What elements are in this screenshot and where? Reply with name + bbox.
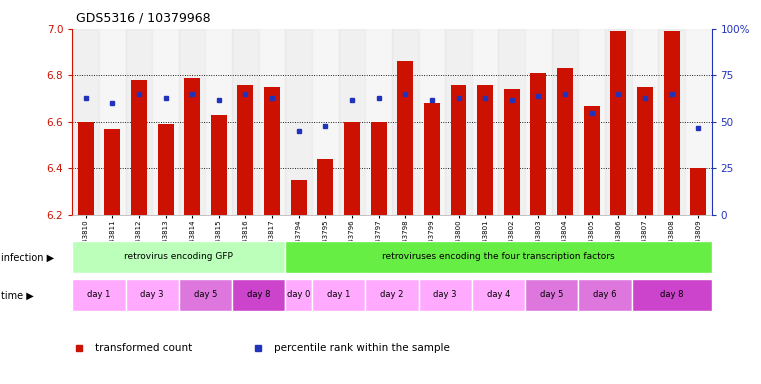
Bar	[126, 29, 152, 215]
Bar	[419, 29, 445, 215]
Bar	[179, 280, 232, 311]
Text: retrovirus encoding GFP: retrovirus encoding GFP	[124, 252, 234, 261]
Bar	[72, 280, 126, 311]
Bar	[317, 159, 333, 215]
Bar	[498, 29, 525, 215]
Bar	[610, 31, 626, 215]
Text: transformed count: transformed count	[94, 343, 192, 353]
Bar	[232, 280, 285, 311]
Bar	[152, 29, 179, 215]
Bar	[179, 29, 205, 215]
Bar	[685, 29, 712, 215]
Text: day 1: day 1	[88, 290, 110, 300]
Bar	[605, 29, 632, 215]
Bar	[690, 169, 706, 215]
Bar	[291, 180, 307, 215]
Text: day 2: day 2	[380, 290, 403, 300]
Text: time ▶: time ▶	[1, 291, 33, 301]
Bar	[530, 73, 546, 215]
Text: day 8: day 8	[247, 290, 270, 300]
Bar	[525, 29, 552, 215]
Bar	[419, 280, 472, 311]
Bar	[232, 29, 259, 215]
Bar	[397, 61, 413, 215]
Text: day 8: day 8	[660, 290, 683, 300]
Bar	[637, 87, 653, 215]
Bar	[365, 280, 419, 311]
Bar	[259, 29, 285, 215]
Bar	[285, 29, 312, 215]
Bar	[451, 85, 466, 215]
Bar	[312, 280, 365, 311]
Bar	[344, 122, 360, 215]
Bar	[205, 29, 232, 215]
Bar	[392, 29, 419, 215]
Text: day 5: day 5	[540, 290, 563, 300]
Bar	[557, 68, 573, 215]
Text: day 3: day 3	[141, 290, 164, 300]
Bar	[552, 29, 578, 215]
Bar	[584, 106, 600, 215]
Bar	[632, 29, 658, 215]
Bar	[477, 85, 493, 215]
Bar	[371, 122, 387, 215]
Text: day 1: day 1	[327, 290, 350, 300]
Bar	[72, 241, 285, 273]
Text: day 0: day 0	[287, 290, 310, 300]
Text: infection ▶: infection ▶	[1, 252, 54, 262]
Bar	[264, 87, 280, 215]
Bar	[632, 280, 712, 311]
Bar	[658, 29, 685, 215]
Text: retroviruses encoding the four transcription factors: retroviruses encoding the four transcrip…	[382, 252, 615, 261]
Bar	[445, 29, 472, 215]
Bar	[104, 129, 120, 215]
Bar	[664, 31, 680, 215]
Bar	[285, 241, 712, 273]
Bar	[365, 29, 392, 215]
Bar	[78, 122, 94, 215]
Bar	[424, 103, 440, 215]
Bar	[312, 29, 339, 215]
Bar	[472, 29, 498, 215]
Bar	[472, 280, 525, 311]
Bar	[525, 280, 578, 311]
Bar	[72, 29, 99, 215]
Bar	[504, 89, 520, 215]
Bar	[158, 124, 174, 215]
Bar	[131, 80, 147, 215]
Bar	[99, 29, 126, 215]
Bar	[211, 115, 227, 215]
Text: day 4: day 4	[487, 290, 510, 300]
Text: GDS5316 / 10379968: GDS5316 / 10379968	[76, 12, 211, 25]
Text: day 3: day 3	[434, 290, 457, 300]
Bar	[237, 85, 253, 215]
Text: day 6: day 6	[594, 290, 616, 300]
Bar	[578, 280, 632, 311]
Bar	[184, 78, 200, 215]
Bar	[578, 29, 605, 215]
Bar	[339, 29, 365, 215]
Text: percentile rank within the sample: percentile rank within the sample	[274, 343, 450, 353]
Bar	[126, 280, 179, 311]
Bar	[285, 280, 312, 311]
Text: day 5: day 5	[194, 290, 217, 300]
